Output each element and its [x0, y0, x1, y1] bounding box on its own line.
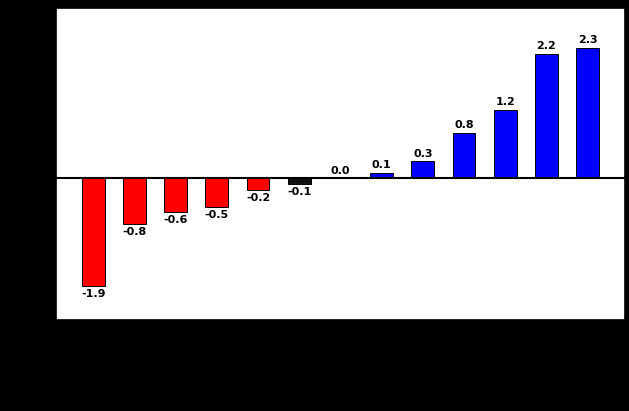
Text: -0.2: -0.2: [246, 193, 270, 203]
Bar: [82, 178, 104, 286]
Text: 1.2: 1.2: [496, 97, 515, 108]
Text: -1.9: -1.9: [81, 289, 106, 299]
Bar: [411, 162, 434, 178]
Bar: [123, 178, 146, 224]
Text: -0.8: -0.8: [122, 226, 147, 237]
Text: -0.5: -0.5: [205, 210, 229, 219]
Bar: [247, 178, 269, 190]
Bar: [288, 178, 311, 184]
Text: 0.3: 0.3: [413, 148, 433, 159]
Bar: [576, 48, 599, 178]
Y-axis label: Percent change: Percent change: [4, 109, 17, 219]
Bar: [206, 178, 228, 207]
Text: 0.0: 0.0: [331, 166, 350, 175]
Bar: [535, 53, 558, 178]
Bar: [370, 173, 393, 178]
Text: -0.6: -0.6: [164, 215, 188, 225]
Bar: [164, 178, 187, 212]
Text: 2.3: 2.3: [578, 35, 598, 45]
Bar: [494, 110, 516, 178]
Text: 0.1: 0.1: [372, 160, 391, 170]
Text: 2.2: 2.2: [537, 41, 556, 51]
Text: 0.8: 0.8: [454, 120, 474, 130]
Bar: [453, 133, 476, 178]
Text: -0.1: -0.1: [287, 187, 311, 197]
